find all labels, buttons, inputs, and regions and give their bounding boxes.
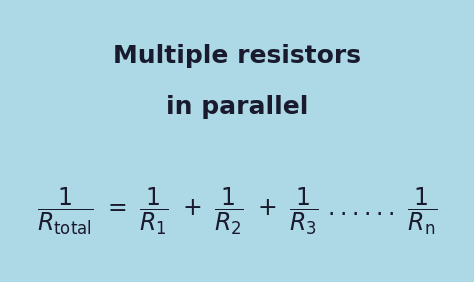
- Text: Multiple resistors: Multiple resistors: [113, 44, 361, 69]
- Text: in parallel: in parallel: [166, 95, 308, 119]
- Text: $\dfrac{1}{R_{\rm total}}\ =\ \dfrac{1}{R_{\rm 1}}\ +\ \dfrac{1}{R_{\rm 2}}\ +\ : $\dfrac{1}{R_{\rm total}}\ =\ \dfrac{1}{…: [37, 186, 437, 237]
